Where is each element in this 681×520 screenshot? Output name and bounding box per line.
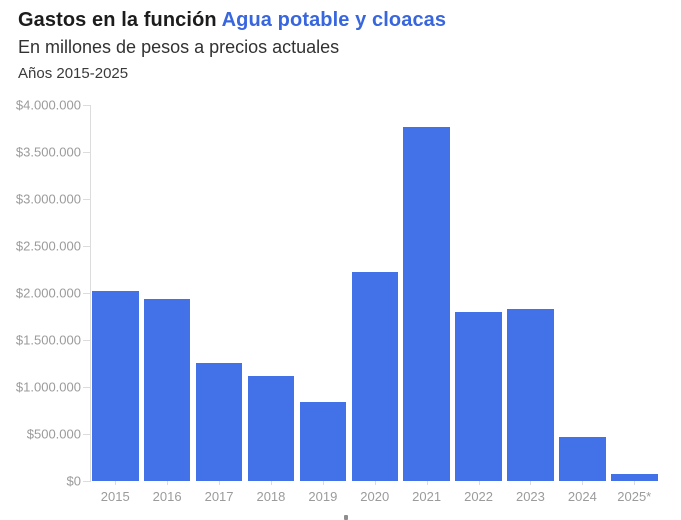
y-tick-label: $500.000 bbox=[26, 426, 81, 442]
x-tick-mark bbox=[374, 481, 376, 485]
x-tick-label-2025: 2025* bbox=[617, 489, 652, 504]
y-tick-label: $3.500.000 bbox=[15, 144, 81, 160]
y-tick-mark bbox=[83, 105, 90, 106]
x-tick-label-2021: 2021 bbox=[412, 489, 442, 504]
x-tick-mark bbox=[219, 481, 221, 485]
bar-2018[interactable] bbox=[247, 376, 295, 481]
x-tick-mark bbox=[167, 481, 169, 485]
x-tick-label-2024: 2024 bbox=[567, 489, 597, 504]
y-axis-line bbox=[90, 105, 91, 482]
y-tick-label: $3.000.000 bbox=[15, 191, 81, 207]
y-tick-mark bbox=[83, 199, 90, 200]
x-tick-mark bbox=[322, 481, 324, 485]
x-tick-label-2022: 2022 bbox=[464, 489, 494, 504]
x-tick-label-2020: 2020 bbox=[360, 489, 390, 504]
x-tick-mark bbox=[634, 481, 636, 485]
y-tick-mark bbox=[83, 246, 90, 247]
bar-2022[interactable] bbox=[455, 312, 502, 481]
chart-period-label: Años 2015-2025 bbox=[18, 65, 129, 82]
x-tick-label-2015: 2015 bbox=[100, 489, 130, 504]
x-tick-label-2016: 2016 bbox=[152, 489, 182, 504]
bar-2023[interactable] bbox=[507, 308, 554, 481]
bar-2025[interactable] bbox=[611, 474, 658, 481]
x-tick-mark bbox=[582, 481, 584, 485]
y-tick-mark bbox=[83, 387, 90, 388]
x-tick-mark bbox=[530, 481, 532, 485]
chart-title-prefix: Gastos en la función bbox=[18, 9, 222, 31]
y-tick-label: $1.500.000 bbox=[15, 332, 81, 348]
y-tick-label: $4.000.000 bbox=[15, 97, 81, 113]
bar-2020[interactable] bbox=[351, 271, 398, 481]
y-tick-mark bbox=[83, 481, 90, 482]
y-tick-label: $1.000.000 bbox=[15, 379, 81, 395]
bar-2015[interactable] bbox=[92, 291, 139, 481]
y-tick-label: $0 bbox=[66, 473, 81, 489]
bar-2024[interactable] bbox=[559, 437, 606, 481]
y-tick-mark bbox=[83, 340, 90, 341]
y-tick-mark bbox=[83, 434, 90, 435]
chart-title: Gastos en la función Agua potable y cloa… bbox=[18, 9, 446, 32]
x-tick-label-2023: 2023 bbox=[515, 489, 545, 504]
bar-2021[interactable] bbox=[403, 127, 450, 481]
chart-subtitle: En millones de pesos a precios actuales bbox=[18, 37, 340, 57]
y-tick-label: $2.500.000 bbox=[15, 238, 81, 254]
y-tick-mark bbox=[83, 293, 90, 294]
x-tick-mark bbox=[478, 481, 480, 485]
bar-2017[interactable] bbox=[195, 362, 243, 481]
y-tick-label: $2.000.000 bbox=[15, 285, 81, 301]
bar-2019[interactable] bbox=[299, 401, 347, 481]
chart-title-highlight: Agua potable y cloacas bbox=[221, 9, 447, 31]
x-tick-mark bbox=[270, 481, 272, 485]
bar-2016[interactable] bbox=[143, 299, 191, 481]
y-tick-mark bbox=[83, 152, 90, 153]
clipped-axis-title-fragment bbox=[344, 515, 348, 520]
x-tick-mark bbox=[115, 481, 117, 485]
x-tick-mark bbox=[426, 481, 428, 485]
x-tick-label-2019: 2019 bbox=[308, 489, 338, 504]
x-tick-label-2018: 2018 bbox=[256, 489, 286, 504]
x-tick-label-2017: 2017 bbox=[204, 489, 234, 504]
